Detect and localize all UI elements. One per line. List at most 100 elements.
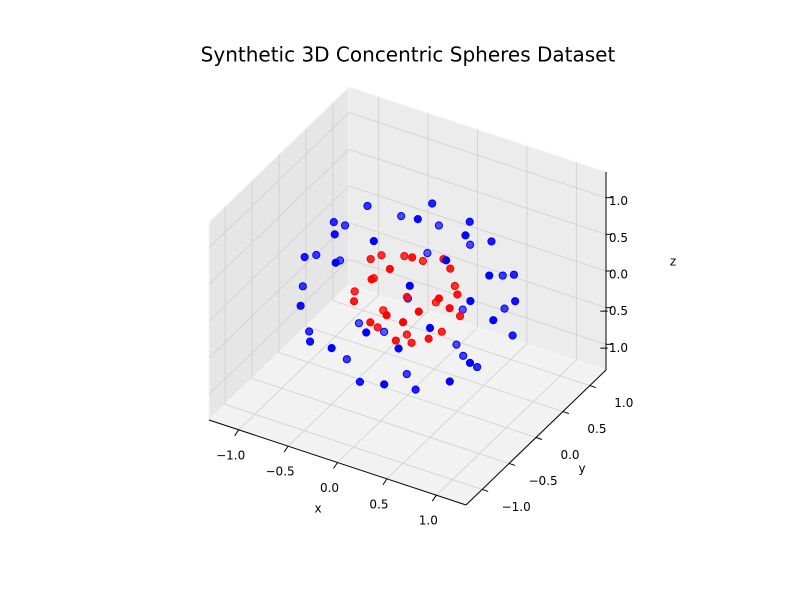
data-point bbox=[466, 296, 475, 306]
grid-line bbox=[348, 112, 607, 199]
data-point bbox=[394, 344, 403, 353]
grid-line bbox=[208, 259, 350, 395]
data-point bbox=[380, 327, 389, 336]
data-point bbox=[350, 287, 359, 296]
data-point bbox=[366, 318, 375, 327]
grid-line bbox=[251, 378, 510, 464]
data-point bbox=[465, 217, 474, 226]
data-point bbox=[423, 248, 432, 258]
grid-line bbox=[208, 112, 350, 248]
data-point bbox=[434, 221, 443, 230]
data-point bbox=[508, 331, 517, 340]
x-tick-label: 0.5 bbox=[369, 497, 388, 511]
chart-title: Synthetic 3D Concentric Spheres Dataset bbox=[201, 43, 616, 67]
z-tick-label: 0.0 bbox=[609, 268, 628, 282]
data-point bbox=[402, 369, 411, 379]
data-point bbox=[489, 316, 498, 325]
data-point bbox=[298, 282, 307, 291]
x-tick-label: −0.5 bbox=[266, 465, 295, 479]
z-tick-label: 1.0 bbox=[609, 194, 628, 208]
grid-line bbox=[278, 352, 537, 438]
tick-mark bbox=[431, 494, 437, 502]
data-point bbox=[362, 328, 371, 337]
data-point bbox=[418, 256, 428, 266]
data-point bbox=[373, 323, 382, 332]
grid-line bbox=[225, 404, 483, 490]
tick-mark bbox=[589, 385, 597, 389]
y-tick-label: −0.5 bbox=[529, 474, 558, 488]
grid-line bbox=[348, 148, 607, 235]
data-point bbox=[329, 218, 338, 227]
data-point bbox=[414, 307, 423, 316]
y-tick-label: 0.5 bbox=[587, 422, 606, 436]
x-tick-label: 1.0 bbox=[419, 514, 438, 528]
data-point bbox=[459, 351, 468, 360]
z-tick-label: −0.5 bbox=[599, 304, 628, 318]
data-point bbox=[465, 358, 475, 367]
z-axis-label: z bbox=[670, 255, 676, 269]
y-tick-label: −1.0 bbox=[502, 500, 531, 514]
data-point bbox=[411, 385, 420, 394]
data-point bbox=[300, 252, 309, 262]
tick-mark bbox=[234, 429, 240, 437]
tick-mark bbox=[562, 411, 570, 415]
data-point bbox=[437, 327, 446, 336]
grid-line bbox=[348, 258, 607, 345]
data-point bbox=[366, 254, 375, 264]
data-point bbox=[424, 334, 433, 343]
data-point bbox=[342, 355, 351, 364]
data-point bbox=[434, 294, 444, 303]
data-point bbox=[498, 271, 507, 280]
data-point bbox=[355, 377, 365, 386]
data-point bbox=[445, 304, 454, 313]
x-tick-label: −1.0 bbox=[216, 448, 245, 462]
data-point bbox=[407, 338, 416, 347]
data-point bbox=[509, 270, 519, 279]
grid-line bbox=[348, 222, 607, 309]
data-point bbox=[452, 340, 461, 349]
tick-mark bbox=[535, 437, 543, 440]
data-point bbox=[391, 336, 400, 345]
data-point bbox=[428, 199, 437, 208]
data-point bbox=[305, 327, 314, 336]
data-point bbox=[453, 290, 462, 299]
data-point bbox=[487, 237, 496, 246]
data-point bbox=[305, 337, 315, 346]
grid-line bbox=[348, 185, 607, 272]
grid-line bbox=[208, 222, 350, 358]
tick-mark bbox=[481, 488, 489, 492]
data-point bbox=[331, 258, 340, 267]
tick-mark bbox=[333, 462, 338, 469]
data-point bbox=[445, 377, 454, 386]
data-point bbox=[500, 304, 509, 313]
data-point bbox=[413, 215, 422, 224]
data-point bbox=[397, 212, 406, 221]
tick-mark bbox=[382, 478, 388, 486]
y-axis-line bbox=[465, 369, 607, 506]
y-axis-label: y bbox=[578, 462, 585, 476]
data-point bbox=[340, 221, 350, 230]
data-point bbox=[349, 297, 359, 306]
data-point bbox=[354, 319, 364, 328]
data-point bbox=[473, 362, 482, 372]
x-axis-line bbox=[208, 419, 467, 506]
data-point bbox=[380, 380, 389, 389]
data-point bbox=[377, 251, 386, 260]
data-point bbox=[367, 275, 376, 284]
data-point bbox=[398, 318, 408, 327]
data-point bbox=[330, 230, 339, 239]
data-point bbox=[296, 301, 305, 310]
data-point bbox=[446, 264, 455, 273]
data-point bbox=[382, 311, 391, 320]
data-point bbox=[402, 292, 412, 302]
data-point bbox=[461, 231, 470, 240]
y-tick-label: 0.0 bbox=[560, 448, 579, 462]
z-tick-label: −1.0 bbox=[599, 341, 628, 355]
data-point bbox=[511, 297, 520, 306]
x-tick-label: 0.0 bbox=[320, 481, 339, 495]
data-point bbox=[408, 253, 417, 262]
data-point bbox=[405, 281, 414, 290]
grid-line bbox=[208, 185, 350, 322]
grid-line bbox=[305, 326, 564, 412]
